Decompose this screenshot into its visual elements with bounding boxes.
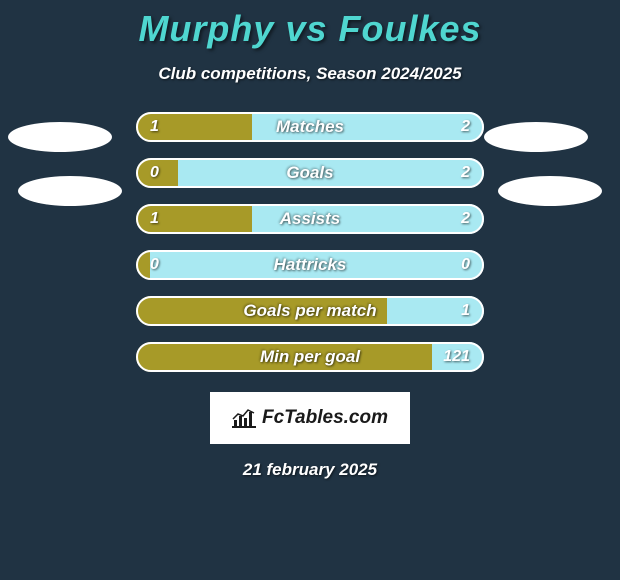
stat-bar: Min per goal121 — [136, 342, 484, 372]
vs-word: vs — [285, 8, 327, 49]
player2-name: Foulkes — [339, 8, 482, 49]
badge-placeholder — [18, 176, 122, 206]
comparison-infographic: Murphy vs Foulkes Club competitions, Sea… — [0, 0, 620, 580]
stat-bar: Assists12 — [136, 204, 484, 234]
logo-text: FcTables.com — [262, 407, 388, 429]
source-logo: FcTables.com — [210, 392, 410, 444]
page-title: Murphy vs Foulkes — [0, 0, 620, 50]
bar-fill-right — [387, 296, 484, 326]
bar-fill-right — [252, 204, 484, 234]
bar-fill-left — [136, 204, 252, 234]
bar-track — [136, 296, 484, 326]
bar-fill-left — [136, 342, 432, 372]
chart-icon — [232, 408, 256, 428]
bar-fill-right — [178, 158, 484, 188]
player1-name: Murphy — [138, 8, 274, 49]
badge-placeholder — [484, 122, 588, 152]
stat-bar: Hattricks00 — [136, 250, 484, 280]
bar-fill-left — [136, 250, 150, 280]
bar-track — [136, 158, 484, 188]
stat-bar: Goals per match1 — [136, 296, 484, 326]
bar-fill-right — [252, 112, 484, 142]
bar-fill-left — [136, 158, 178, 188]
bar-fill-left — [136, 296, 387, 326]
bar-track — [136, 250, 484, 280]
subtitle: Club competitions, Season 2024/2025 — [0, 64, 620, 84]
bar-track — [136, 342, 484, 372]
badge-placeholder — [8, 122, 112, 152]
bar-track — [136, 204, 484, 234]
bar-fill-right — [150, 250, 484, 280]
bar-track — [136, 112, 484, 142]
footer-date: 21 february 2025 — [0, 460, 620, 480]
bar-fill-right — [432, 342, 484, 372]
badge-placeholder — [498, 176, 602, 206]
stat-bar: Goals02 — [136, 158, 484, 188]
stat-bar: Matches12 — [136, 112, 484, 142]
bar-fill-left — [136, 112, 252, 142]
